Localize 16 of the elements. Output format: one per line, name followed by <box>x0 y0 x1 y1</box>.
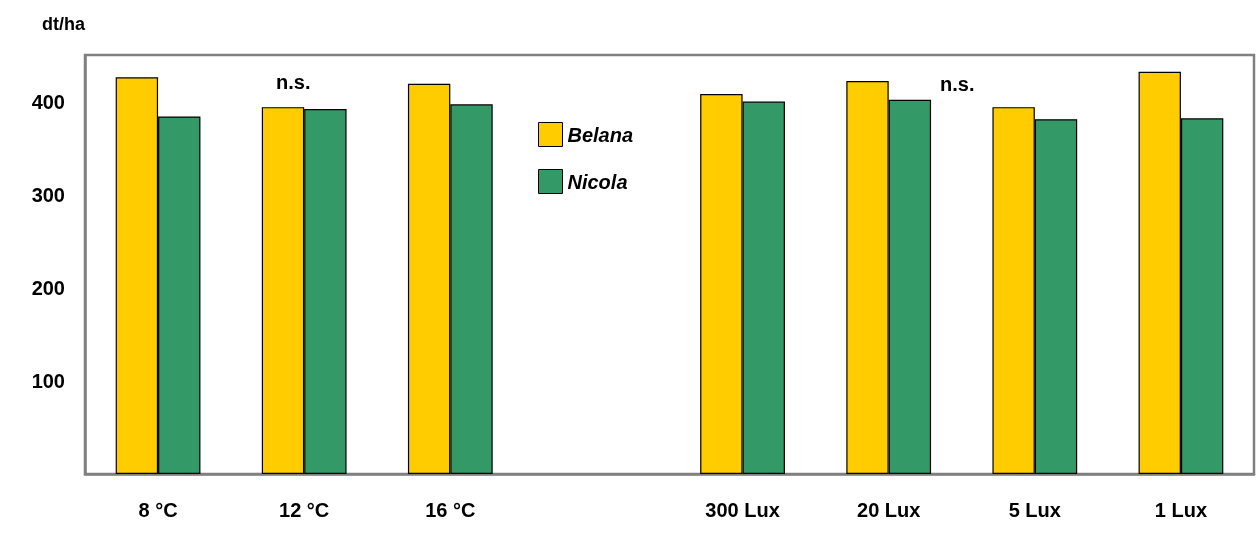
x-tick-label: 16 °C <box>425 499 476 521</box>
y-tick-label: 400 <box>31 90 65 113</box>
y-axis-title: dt/ha <box>42 14 86 34</box>
y-tick-label: 200 <box>31 276 65 299</box>
x-tick-label: 5 Lux <box>1008 499 1061 521</box>
x-tick-label: 300 Lux <box>705 499 780 521</box>
x-tick-label: 1 Lux <box>1154 499 1208 521</box>
legend-label: Belana <box>567 123 634 146</box>
legend-label: Nicola <box>567 170 628 193</box>
x-tick-label: 12 °C <box>279 499 330 521</box>
x-tick-label: 8 °C <box>138 499 178 521</box>
y-tick-label: 300 <box>31 183 65 206</box>
y-tick-label: 100 <box>31 369 65 392</box>
annotation: n.s. <box>276 71 311 93</box>
annotation: n.s. <box>940 73 975 95</box>
x-tick-label: 20 Lux <box>857 499 921 521</box>
